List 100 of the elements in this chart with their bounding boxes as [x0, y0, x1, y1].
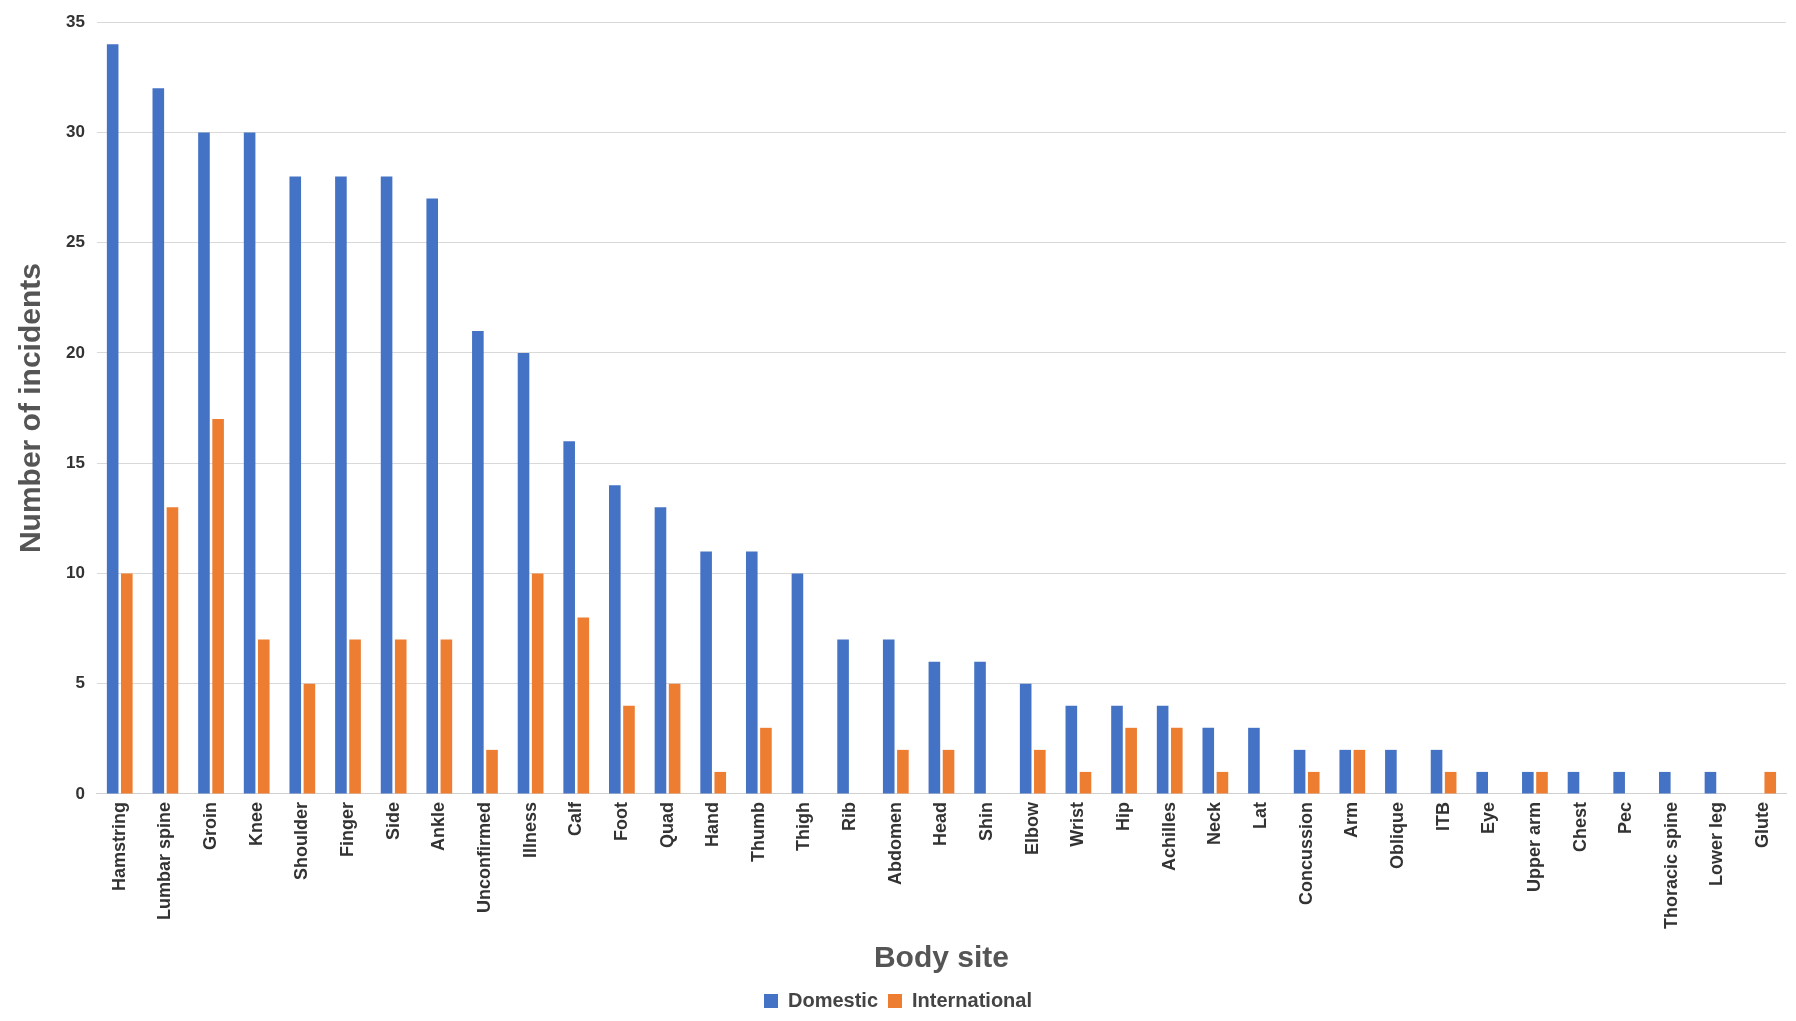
- x-tick-label: Thoracic spine: [1660, 801, 1681, 930]
- x-tick-label: Lat: [1249, 801, 1270, 829]
- x-tick-label: Calf: [565, 800, 586, 836]
- y-tick-label: 5: [75, 673, 85, 693]
- bar: [1536, 771, 1548, 794]
- y-tick-label: 15: [65, 452, 85, 472]
- bar: [1307, 771, 1320, 794]
- bar: [745, 551, 758, 794]
- legend-label: Domestic: [787, 988, 879, 1011]
- y-tick-label: 10: [65, 563, 85, 583]
- x-tick-label: ITB: [1432, 801, 1453, 831]
- x-tick-label: Hamstring: [108, 801, 129, 891]
- bar: [1216, 771, 1229, 794]
- x-tick-label: Ankle: [428, 801, 449, 851]
- bar: [1385, 749, 1397, 794]
- bar: [837, 639, 849, 794]
- y-tick-label: 0: [75, 783, 85, 803]
- x-tick-label: Abdomen: [884, 801, 905, 885]
- x-tick-label: Lower leg: [1706, 801, 1727, 886]
- bar: [335, 176, 347, 794]
- x-tick-label: Lumbar spine: [154, 801, 175, 920]
- x-tick-label: Eye: [1478, 801, 1499, 834]
- x-tick-label: Rib: [839, 801, 860, 831]
- y-axis-title: Number of incidents: [13, 263, 47, 554]
- bar: [166, 507, 179, 794]
- bar: [152, 88, 165, 794]
- bar: [289, 176, 302, 794]
- bar: [257, 639, 270, 794]
- bar: [1202, 727, 1215, 794]
- x-tick-label: Groin: [200, 801, 221, 850]
- x-tick-label: Arm: [1341, 801, 1362, 838]
- bar: [1156, 705, 1169, 794]
- x-tick-label: Hand: [702, 801, 723, 847]
- x-tick-label: Neck: [1204, 800, 1225, 845]
- bar: [1764, 771, 1777, 794]
- bar: [243, 132, 256, 794]
- x-tick-label: Illness: [519, 801, 540, 858]
- bar: [1567, 771, 1580, 794]
- x-tick-label: Hip: [1113, 801, 1134, 831]
- bar: [1248, 727, 1260, 794]
- bar: [1430, 749, 1443, 794]
- x-tick-label: Wrist: [1067, 801, 1088, 847]
- x-tick-label: Pec: [1615, 801, 1636, 834]
- bar: [1065, 705, 1078, 794]
- bar: [1111, 705, 1123, 794]
- x-tick-label: Chest: [1569, 801, 1590, 852]
- bar: [1704, 771, 1717, 794]
- bar: [517, 352, 530, 794]
- x-axis-title: Body site: [873, 940, 1009, 974]
- bar: [106, 44, 119, 794]
- bar: [1170, 727, 1183, 794]
- bar: [700, 551, 712, 794]
- bar: [714, 771, 727, 794]
- x-tick-label: Side: [382, 801, 403, 840]
- x-tick-label: Shin: [976, 801, 997, 841]
- bar: [303, 683, 316, 794]
- x-tick-label: Foot: [610, 801, 631, 841]
- bar: [472, 330, 484, 794]
- y-tick-label: 20: [65, 342, 85, 362]
- bar: [1019, 683, 1032, 794]
- bar: [1444, 771, 1457, 794]
- bar: [1658, 771, 1671, 794]
- bar: [1034, 749, 1046, 794]
- x-tick-label: Oblique: [1386, 801, 1407, 869]
- y-tick-label: 25: [65, 232, 85, 252]
- bar: [609, 485, 621, 794]
- legend-label: International: [912, 988, 1033, 1011]
- bar: [791, 573, 804, 794]
- bar: [1476, 771, 1488, 794]
- bar: [577, 617, 590, 794]
- bar: [349, 639, 361, 794]
- x-tick-label: Knee: [245, 801, 266, 846]
- bar: [531, 573, 544, 794]
- bar: [198, 132, 210, 794]
- x-tick-label: Upper arm: [1523, 801, 1544, 892]
- bar: [1079, 771, 1092, 794]
- x-tick-label: Achilles: [1158, 801, 1179, 871]
- bar: [563, 441, 575, 794]
- bar: [1613, 771, 1625, 794]
- bar: [882, 639, 895, 794]
- bar: [623, 705, 635, 794]
- x-tick-label: Glute: [1752, 801, 1773, 848]
- bar: [1125, 727, 1137, 794]
- bar: [928, 661, 941, 794]
- bar: [380, 176, 393, 794]
- y-tick-label: 35: [65, 11, 85, 31]
- bar: [121, 573, 133, 794]
- bar: [760, 727, 772, 794]
- y-tick-label: 30: [65, 122, 85, 142]
- bar: [1522, 771, 1534, 794]
- bar: [1293, 749, 1306, 794]
- x-tick-label: Concussion: [1295, 801, 1316, 905]
- bar: [668, 683, 681, 794]
- bar: [486, 749, 498, 794]
- bar: [974, 661, 986, 794]
- x-tick-label: Finger: [336, 801, 357, 857]
- x-tick-label: Unconfirmed: [473, 801, 494, 913]
- bar: [897, 749, 909, 794]
- x-tick-label: Shoulder: [291, 801, 312, 880]
- bar: [440, 639, 453, 794]
